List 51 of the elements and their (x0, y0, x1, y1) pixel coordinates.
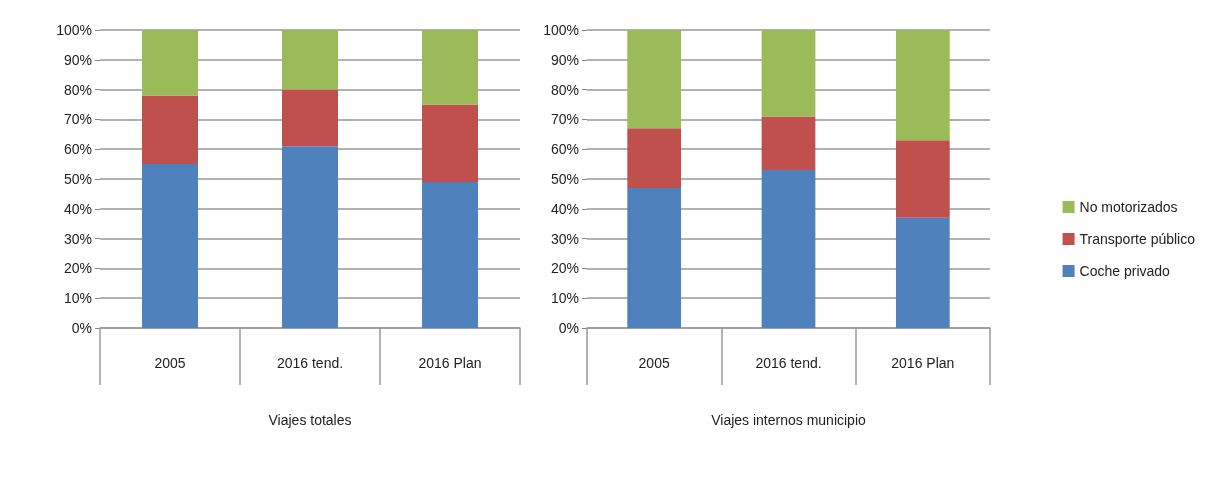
bar (895, 30, 950, 141)
x-tick-label: 2005 (638, 355, 670, 371)
bar (142, 30, 198, 96)
y-tick-label: 90% (550, 51, 579, 68)
x-tick-label: 2016 Plan (891, 355, 955, 371)
x-axis-title: Viajes internos municipio (711, 412, 867, 428)
legend-label: No motorizados (1079, 199, 1178, 215)
y-tick-label: 30% (550, 230, 579, 247)
bar (422, 181, 478, 328)
y-tick-label: 80% (63, 81, 92, 98)
bar (761, 170, 816, 328)
bar (282, 30, 338, 90)
y-tick-label: 20% (550, 260, 579, 277)
legend-label: Transporte público (1079, 231, 1196, 247)
bar (142, 95, 198, 165)
y-tick-label: 40% (550, 200, 579, 217)
bar (761, 30, 816, 117)
bar (761, 116, 816, 171)
y-tick-label: 70% (550, 111, 579, 128)
bar (627, 30, 682, 129)
x-tick-label: 2016 Plan (418, 355, 482, 371)
x-tick-label: 2005 (154, 355, 186, 371)
y-tick-label: 60% (63, 141, 92, 158)
y-tick-label: 10% (550, 290, 579, 307)
y-tick-label: 50% (550, 171, 579, 187)
bar (895, 140, 950, 218)
x-axis-title: Viajes totales (268, 412, 352, 428)
bar (627, 128, 682, 188)
y-tick-label: 40% (63, 200, 92, 217)
bar (142, 164, 198, 328)
y-tick-label: 30% (63, 230, 92, 247)
y-tick-label: 90% (63, 51, 92, 68)
x-tick-label: 2016 tend. (276, 355, 344, 371)
y-tick-label: 20% (63, 260, 92, 277)
y-tick-label: 70% (63, 111, 92, 128)
y-tick-label: 0% (558, 320, 579, 336)
bar (627, 187, 682, 328)
y-tick-label: 60% (550, 141, 579, 158)
y-tick-label: 100% (543, 22, 579, 38)
y-tick-label: 0% (71, 320, 92, 336)
bar (422, 30, 478, 105)
bar (422, 104, 478, 182)
y-tick-label: 80% (550, 81, 579, 98)
bar (282, 146, 338, 328)
bar (282, 89, 338, 147)
bar (895, 217, 950, 328)
y-tick-label: 50% (63, 171, 92, 187)
y-tick-label: 10% (63, 290, 92, 307)
y-tick-label: 100% (56, 22, 92, 38)
legend-label: Coche privado (1079, 263, 1171, 279)
x-tick-label: 2016 tend. (755, 355, 822, 371)
